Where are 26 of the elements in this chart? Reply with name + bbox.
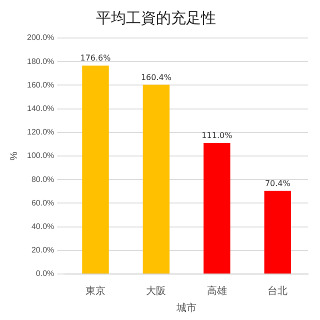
bar [264, 190, 291, 274]
chart-title: 平均工資的充足性 [96, 8, 216, 27]
bar [142, 84, 170, 274]
y-tick-label: 180.0% [26, 56, 54, 66]
bar [82, 66, 109, 274]
y-tick-label: 20.0% [31, 246, 54, 255]
y-tick-label: 160.0% [26, 80, 54, 90]
y-tick-label: 60.0% [31, 198, 54, 208]
y-tick-label: 100.0% [26, 151, 54, 160]
data-label: 111.0% [202, 131, 233, 140]
x-tick-label: 台北 [268, 284, 288, 297]
y-tick-label: 0.0% [36, 269, 54, 278]
y-tick-label: 40.0% [31, 222, 54, 232]
x-tick-label: 大阪 [146, 284, 166, 297]
x-tick-label: 東京 [85, 284, 106, 297]
y-tick-label: 200.0% [26, 33, 54, 42]
y-tick-label: 80.0% [31, 174, 54, 184]
bar [204, 143, 230, 274]
data-label: 70.4% [264, 179, 291, 188]
data-label: 176.6% [80, 54, 112, 63]
x-tick-label: 高雄 [206, 284, 227, 297]
y-tick-label: 120.0% [26, 128, 54, 137]
x-axis-title: 城市 [176, 302, 197, 314]
y-tick-label: 140.0% [26, 104, 54, 114]
data-label: 160.4% [140, 72, 172, 82]
y-axis-title: % [8, 151, 20, 160]
